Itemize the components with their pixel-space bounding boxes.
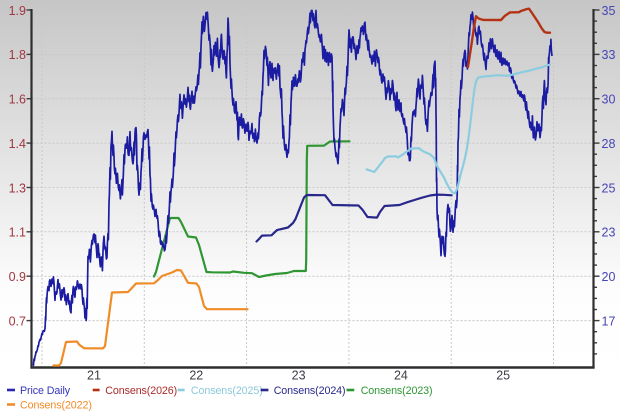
svg-text:1.8: 1.8 <box>9 48 26 62</box>
svg-text:1.9: 1.9 <box>9 4 26 18</box>
svg-text:Price Daily: Price Daily <box>20 385 71 397</box>
svg-text:1.6: 1.6 <box>9 93 26 107</box>
svg-text:1.4: 1.4 <box>9 137 26 151</box>
svg-text:25: 25 <box>602 181 616 195</box>
svg-text:20: 20 <box>602 270 616 284</box>
svg-text:23: 23 <box>292 369 306 383</box>
svg-text:1.1: 1.1 <box>9 226 26 240</box>
svg-text:Consens(2025): Consens(2025) <box>191 385 263 397</box>
svg-text:23: 23 <box>602 226 616 240</box>
svg-text:0.9: 0.9 <box>9 270 26 284</box>
svg-text:Consens(2023): Consens(2023) <box>361 385 433 397</box>
svg-text:25: 25 <box>496 369 510 383</box>
svg-text:17: 17 <box>602 314 616 328</box>
svg-text:Consens(2026): Consens(2026) <box>105 385 177 397</box>
svg-text:Consens(2022): Consens(2022) <box>20 400 92 412</box>
svg-text:0.7: 0.7 <box>9 314 26 328</box>
svg-text:21: 21 <box>87 369 101 383</box>
svg-text:1.3: 1.3 <box>9 181 26 195</box>
svg-text:22: 22 <box>189 369 203 383</box>
svg-text:Consens(2024): Consens(2024) <box>274 385 346 397</box>
svg-text:28: 28 <box>602 137 616 151</box>
svg-text:33: 33 <box>602 48 616 62</box>
svg-text:30: 30 <box>602 93 616 107</box>
svg-text:24: 24 <box>394 369 408 383</box>
svg-text:35: 35 <box>602 4 616 18</box>
